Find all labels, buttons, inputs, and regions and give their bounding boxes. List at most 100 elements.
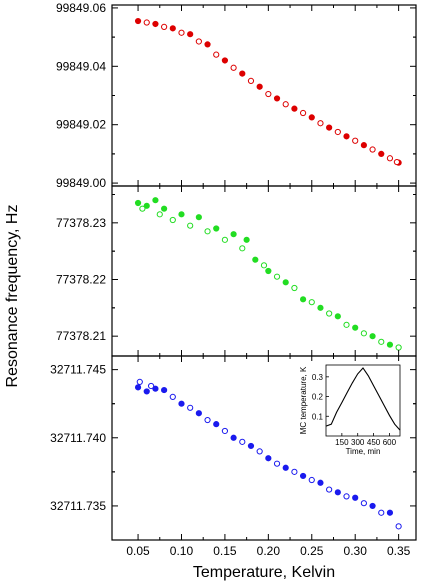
data-point-middle-filled [243,236,250,243]
data-point-middle-open [260,262,268,269]
data-point-bottom-filled [334,489,341,496]
data-point-middle-filled [386,341,394,348]
data-point-middle-open [139,205,146,212]
data-point-bottom-filled [247,442,255,450]
data-point-top-open [299,109,307,117]
data-point-bottom-open [291,468,298,475]
data-point-top-open [386,155,394,162]
data-point-bottom-open [378,509,385,516]
data-point-bottom-open [343,493,350,500]
data-point-bottom-open [360,500,367,507]
data-point-top-open [282,101,289,108]
data-point-top-filled [360,142,367,149]
data-point-middle-filled [161,205,168,212]
plot-frame-top [111,4,417,187]
x-tick-label: 0.10 [170,544,194,558]
data-point-middle-open [326,310,333,317]
data-point-bottom-filled [195,410,202,417]
data-point-top-open [352,137,359,144]
data-point-top-open [230,64,237,71]
data-point-middle-filled [178,211,185,218]
x-tick-label: 0.20 [257,544,281,558]
data-point-middle-filled [352,324,359,331]
panel-top: 99849.00 99849.02 99849.04 99849.06 [56,1,417,190]
data-point-middle-open [308,299,315,306]
data-point-middle-filled [317,304,324,311]
data-point-middle-filled [143,202,150,209]
panel-middle: 77378.21 77378.22 77378.23 [56,185,417,357]
data-point-bottom-open [308,476,315,484]
data-point-bottom-open [239,438,246,445]
x-tick-label: 0.05 [126,544,150,558]
inset-line [325,367,401,431]
data-point-middle-open [291,284,298,292]
data-point-middle-filled [369,333,376,340]
data-point-middle-filled [213,225,220,232]
data-point-top-filled [169,25,176,32]
x-tick-label: 0.35 [387,544,411,558]
panel-bottom: 32711.735 32711.740 32711.745 0.05 0.10 0.15 0… [50,355,417,558]
data-point-middle-open [221,236,229,243]
data-point-bottom-filled [369,502,376,510]
y-tick-label: 77378.22 [56,273,106,287]
y-tick-label: 32711.745 [50,363,106,377]
data-point-bottom-filled [352,494,359,501]
data-point-middle-open [343,321,350,328]
data-point-top-filled [204,41,211,48]
data-point-bottom-filled [143,388,150,395]
data-point-middle-open [360,330,367,337]
y-tick-label: 32711.740 [50,431,106,445]
data-point-top-filled [187,31,194,38]
data-point-top-filled [343,133,350,140]
inset-y-tick-label: 0.3 [312,373,324,382]
inset-x-tick-label: 300 [351,438,365,447]
y-tick-label: 99849.06 [56,1,106,15]
data-point-bottom-filled [386,509,394,516]
plot-frame-bottom [111,355,417,541]
data-point-top-filled [273,95,281,102]
data-point-top-open [334,128,341,136]
data-point-top-open [247,77,255,85]
data-point-bottom-open [136,378,143,385]
y-axis-label: Resonance frequency, Hz [4,205,21,388]
data-point-top-open [265,90,272,98]
data-point-middle-open [273,273,281,280]
data-point-bottom-open [187,404,194,411]
data-point-top-filled [134,17,142,25]
y-tick-label: 77378.21 [56,329,106,343]
data-point-top-filled [239,70,246,77]
data-point-middle-filled [134,199,142,207]
data-point-bottom-open [204,416,211,424]
data-point-bottom-open [221,427,229,435]
data-point-bottom-filled [265,455,272,462]
data-point-bottom-filled [161,386,168,394]
data-point-middle-filled [299,296,307,303]
data-point-bottom-open [395,523,402,530]
data-point-middle-filled [252,256,259,263]
data-point-top-filled [308,114,315,121]
data-point-top-open [317,120,324,127]
data-point-top-open [161,23,168,30]
data-point-middle-open [395,344,402,351]
y-tick-label: 99849.02 [56,118,106,132]
data-point-middle-open [204,228,211,235]
x-tick-label: 0.25 [300,544,324,558]
data-point-top-open [195,38,202,45]
inset-y-axis-label: MC temperature, K [299,366,308,434]
data-point-top-open [143,19,150,26]
y-tick-label: 99849.00 [56,176,106,190]
data-point-middle-filled [334,313,341,320]
data-point-bottom-filled [230,434,237,441]
data-point-middle-filled [230,231,237,238]
data-point-top-open [393,158,400,166]
plot-frame-middle [111,185,417,357]
data-point-middle-open [169,216,176,224]
data-point-bottom-filled [134,384,142,391]
inset-x-tick-label: 600 [383,438,397,447]
y-tick-label: 32711.735 [50,499,106,513]
data-point-middle-open [239,245,246,252]
data-point-bottom-filled [282,464,289,471]
inset-frame [325,364,401,437]
data-point-top-filled [378,150,385,157]
